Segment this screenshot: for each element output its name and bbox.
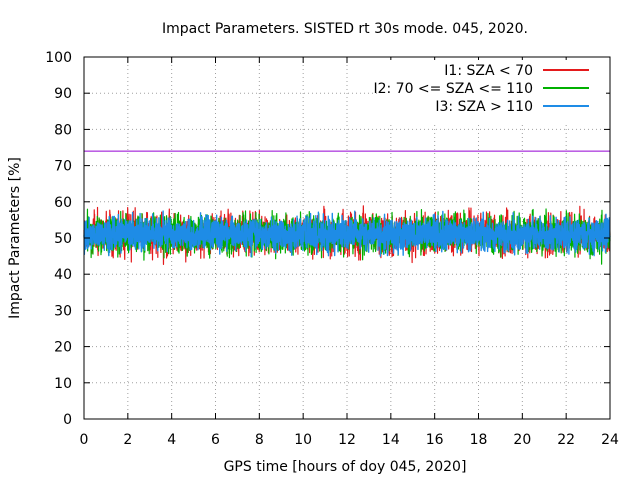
x-tick-label: 14 — [382, 432, 400, 448]
y-tick-label: 40 — [54, 267, 72, 283]
x-tick-label: 10 — [294, 432, 312, 448]
x-tick-label: 18 — [470, 432, 488, 448]
legend: I1: SZA < 70 I2: 70 <= SZA <= 110 I3: SZ… — [373, 60, 606, 122]
x-tick-label: 0 — [80, 432, 89, 448]
chart-title: Impact Parameters. SISTED rt 30s mode. 0… — [162, 21, 528, 37]
y-tick-label: 30 — [54, 303, 72, 319]
legend-label-i2: I2: 70 <= SZA <= 110 — [373, 81, 533, 97]
axis-ticks — [83, 56, 611, 420]
tick-labels: 0 2 4 6 8 10 12 14 16 18 20 22 240102030405060708090… — [45, 50, 619, 448]
x-tick-label: 22 — [557, 432, 575, 448]
y-tick-label: 70 — [54, 159, 72, 175]
y-tick-label: 50 — [54, 231, 72, 247]
x-tick-label: 20 — [513, 432, 531, 448]
legend-label-i1: I1: SZA < 70 — [444, 63, 533, 79]
x-tick-label: 6 — [211, 432, 220, 448]
y-tick-label: 10 — [54, 376, 72, 392]
y-tick-label: 0 — [63, 412, 72, 428]
y-tick-label: 90 — [54, 86, 72, 102]
y-tick-label: 20 — [54, 340, 72, 356]
x-tick-label: 2 — [123, 432, 132, 448]
x-tick-label: 24 — [601, 432, 619, 448]
x-axis-label: GPS time [hours of doy 045, 2020] — [224, 459, 467, 475]
y-tick-label: 80 — [54, 122, 72, 138]
series-group — [83, 205, 611, 266]
legend-label-i3: I3: SZA > 110 — [435, 99, 533, 115]
series-line-3 — [83, 210, 611, 258]
x-tick-label: 16 — [426, 432, 444, 448]
y-tick-label: 60 — [54, 195, 72, 211]
x-tick-label: 12 — [338, 432, 356, 448]
y-axis-label: Impact Parameters [%] — [7, 157, 23, 319]
x-tick-label: 8 — [255, 432, 264, 448]
x-tick-label: 4 — [167, 432, 176, 448]
y-tick-label: 100 — [45, 50, 72, 66]
